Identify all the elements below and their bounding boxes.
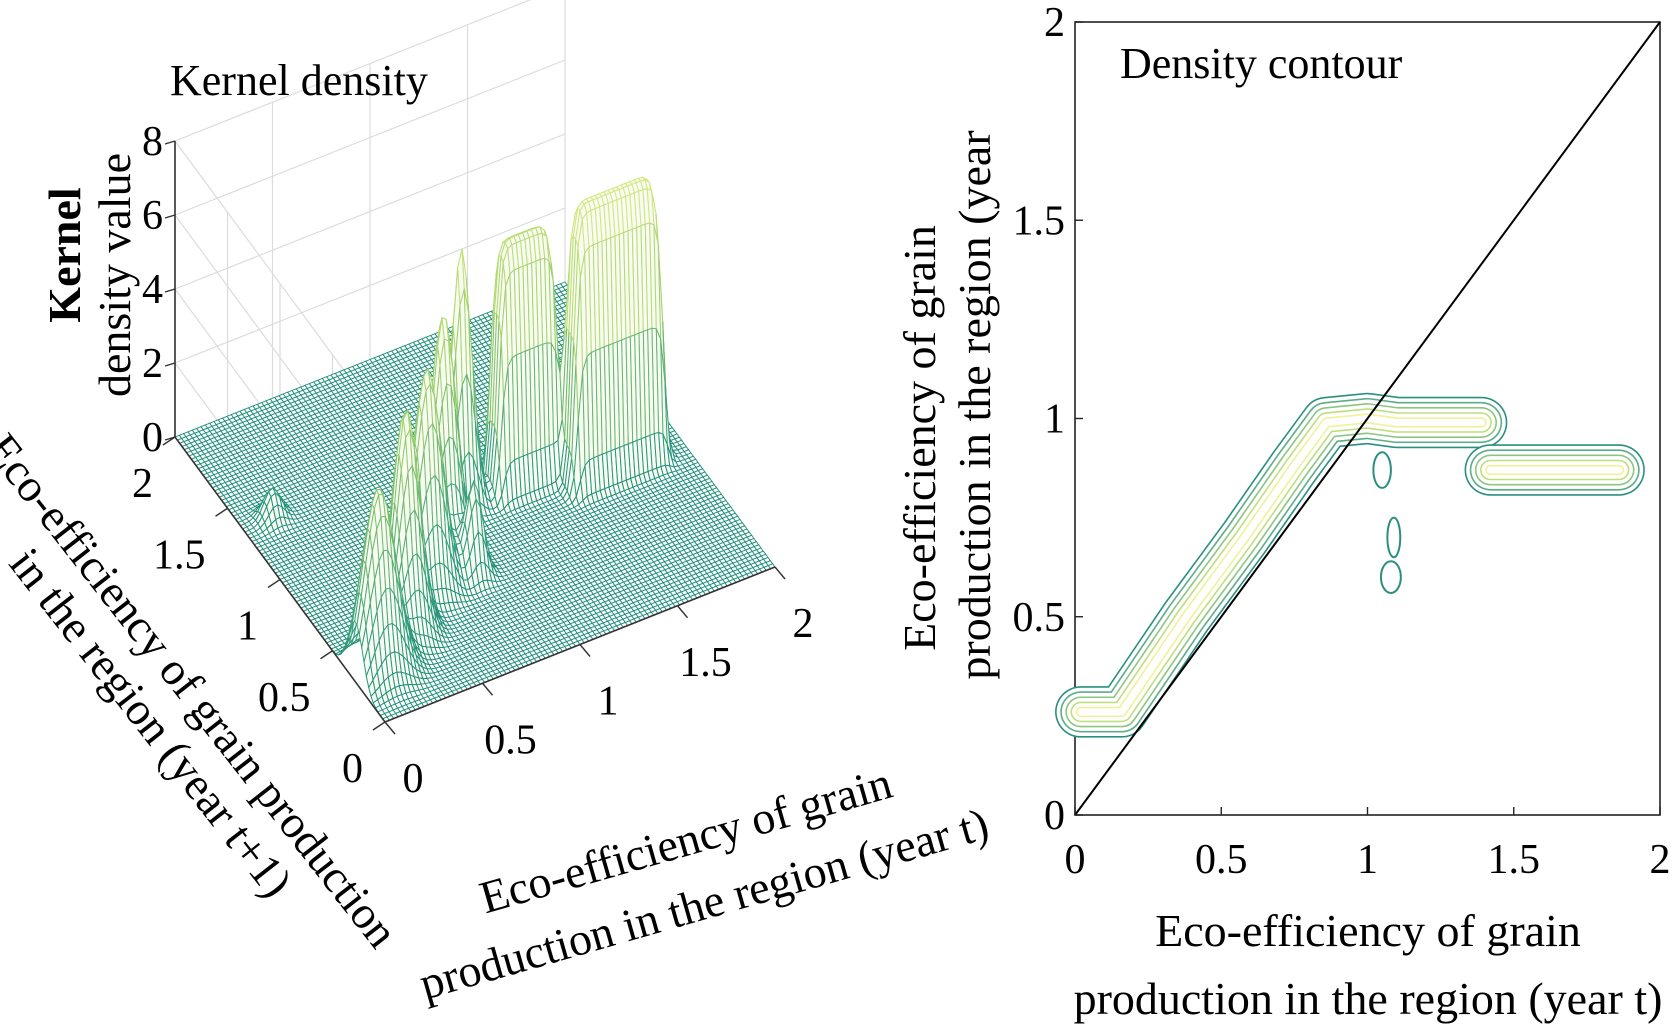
kernel-density-surface-mesh [174,176,776,723]
